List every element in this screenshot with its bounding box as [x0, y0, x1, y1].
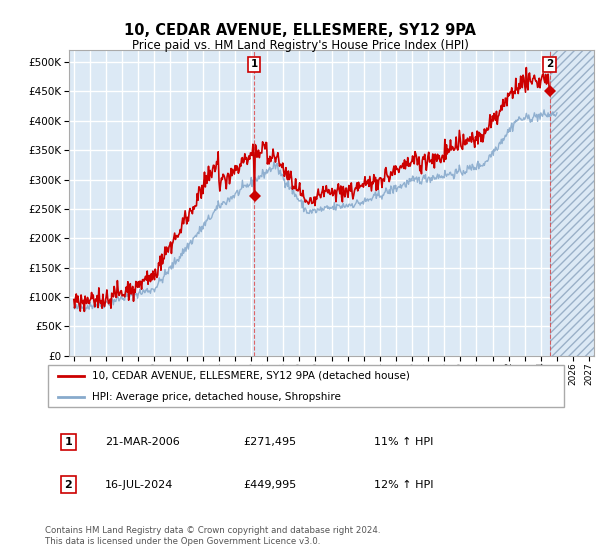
Text: 16-JUL-2024: 16-JUL-2024 — [105, 480, 173, 489]
Text: Price paid vs. HM Land Registry's House Price Index (HPI): Price paid vs. HM Land Registry's House … — [131, 39, 469, 53]
Text: 1: 1 — [65, 437, 73, 447]
Bar — [550, 50, 594, 356]
Text: 10, CEDAR AVENUE, ELLESMERE, SY12 9PA (detached house): 10, CEDAR AVENUE, ELLESMERE, SY12 9PA (d… — [92, 371, 410, 381]
Text: 11% ↑ HPI: 11% ↑ HPI — [374, 437, 433, 447]
Text: HPI: Average price, detached house, Shropshire: HPI: Average price, detached house, Shro… — [92, 393, 341, 402]
Text: 1: 1 — [251, 59, 258, 69]
Text: 21-MAR-2006: 21-MAR-2006 — [105, 437, 180, 447]
FancyBboxPatch shape — [47, 365, 565, 407]
Text: Contains HM Land Registry data © Crown copyright and database right 2024.
This d: Contains HM Land Registry data © Crown c… — [45, 526, 380, 546]
Text: 2: 2 — [65, 480, 73, 489]
Text: £449,995: £449,995 — [244, 480, 296, 489]
Text: 12% ↑ HPI: 12% ↑ HPI — [374, 480, 433, 489]
Text: £271,495: £271,495 — [244, 437, 296, 447]
Text: 2: 2 — [546, 59, 553, 69]
Text: 10, CEDAR AVENUE, ELLESMERE, SY12 9PA: 10, CEDAR AVENUE, ELLESMERE, SY12 9PA — [124, 24, 476, 38]
